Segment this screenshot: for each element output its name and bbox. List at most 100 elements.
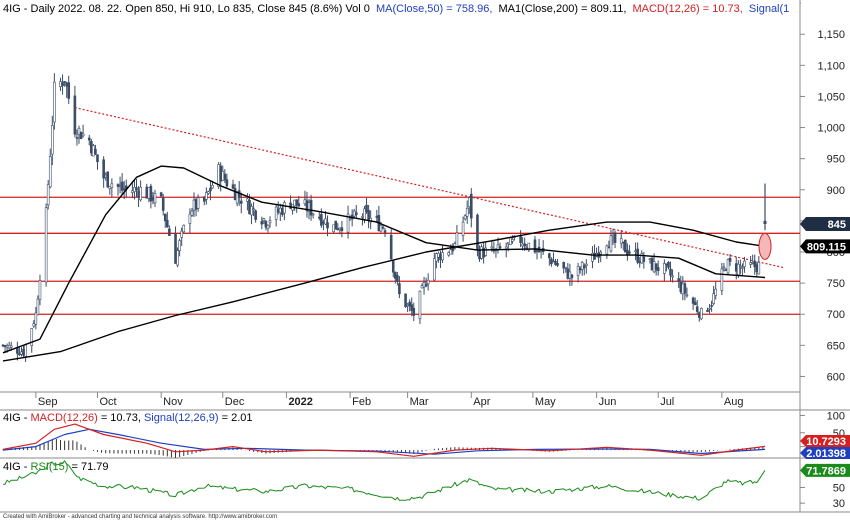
candle-body [295, 199, 299, 206]
rsi-value-tag-text: 71.7869 [806, 465, 846, 477]
candle-body [281, 207, 284, 215]
candle-body [250, 206, 253, 216]
candle-body [449, 249, 453, 255]
candle-body [626, 249, 629, 255]
candle-body [96, 154, 99, 163]
candle-body [439, 254, 442, 261]
candle-body [116, 184, 120, 187]
candle-body [605, 245, 609, 255]
candle-body [506, 242, 510, 245]
candle-body [264, 221, 268, 228]
footer-credit: Created with AmiBroker - advanced charti… [3, 514, 277, 520]
candle-body [196, 197, 200, 209]
candle-body [252, 208, 255, 211]
candle-body [219, 165, 223, 182]
candle-body [578, 267, 582, 271]
candle-body [720, 268, 724, 291]
price-y-tick-label: 700 [827, 309, 845, 321]
candle-body [548, 253, 551, 259]
candle-body [408, 301, 411, 307]
candle-body [217, 164, 220, 187]
candle-body [202, 196, 206, 202]
candle-body [683, 283, 687, 294]
candle-body [303, 199, 307, 205]
candle-body [1, 344, 5, 347]
candle-body [79, 132, 83, 140]
candle-body [511, 239, 514, 242]
date-tick-label: Jun [599, 396, 617, 408]
candle-body [326, 222, 329, 229]
candle-body [231, 184, 235, 189]
date-tick-label: Aug [724, 396, 744, 408]
candle-body [383, 230, 387, 233]
candle-body [665, 263, 668, 266]
signal-value-tag-bg [800, 447, 850, 459]
candle-body [708, 307, 711, 310]
candle-body [433, 258, 436, 281]
candle-body [24, 344, 27, 357]
candle-body [318, 216, 321, 219]
candle-body [757, 261, 761, 275]
candle-body [398, 283, 401, 295]
candle-body [585, 263, 588, 266]
candle-body [741, 267, 744, 269]
macd-header-signal-value: = 2.01 [222, 412, 253, 424]
candle-body [527, 242, 531, 251]
candle-body [151, 197, 155, 201]
candle-body [393, 271, 397, 279]
header-macd-label: MACD(12,26) = 10.73, [632, 3, 742, 15]
candle-body [381, 226, 385, 229]
candle-body [44, 207, 48, 283]
candle-body [30, 328, 34, 346]
candle-body [404, 293, 407, 308]
candle-body [3, 345, 7, 347]
candle-body [163, 213, 167, 222]
date-tick-label: 2022 [288, 396, 312, 408]
macd-panel: 1050100 [2, 410, 845, 458]
date-tick-label: Dec [225, 396, 245, 408]
candle-body [736, 263, 740, 276]
candle-body [566, 268, 570, 279]
candle-body [108, 186, 112, 189]
candle-body [262, 218, 266, 222]
candle-body [554, 260, 557, 265]
candle-body [509, 237, 512, 246]
candle-body [81, 133, 85, 137]
candle-body [697, 312, 701, 318]
candle-body [367, 210, 370, 221]
candle-body [441, 252, 444, 261]
candle-body [671, 275, 674, 278]
candle-body [133, 187, 136, 192]
candle-body [564, 266, 568, 269]
candle-body [161, 197, 165, 211]
candle-body [87, 137, 91, 141]
candle-body [365, 204, 368, 213]
macd-value-tag-text: 10.7293 [806, 436, 846, 448]
candle-body [406, 304, 409, 307]
candle-body [221, 170, 225, 181]
header-signal-label: Signal(1 [749, 3, 789, 15]
rsi-value-tag-bg [800, 463, 850, 477]
highlight-ellipse [758, 232, 772, 260]
candle-body [180, 230, 183, 238]
candle-body [465, 207, 469, 217]
candle-body [168, 228, 171, 236]
candle-body [77, 127, 81, 135]
macd-y-tick-label: 100 [827, 410, 845, 422]
candle-body [293, 199, 296, 207]
header-main-title: 4IG - Daily 2022. 08. 22. Open 850, Hi 9… [3, 3, 370, 15]
signal-value-tag-text: 2.01398 [806, 448, 846, 460]
macd-header-macd-value: = 10.73, [101, 412, 144, 424]
candle-body [320, 214, 323, 226]
candle-body [435, 253, 438, 262]
candle-body [7, 345, 11, 349]
rsi-header-value: = 71.79 [71, 461, 108, 473]
candle-body [73, 95, 77, 135]
candle-body [576, 265, 580, 276]
candle-body [94, 148, 97, 155]
price-y-tick-label: 950 [827, 154, 845, 166]
candle-body [223, 173, 227, 181]
candle-body [552, 260, 555, 263]
candle-body [525, 247, 529, 249]
